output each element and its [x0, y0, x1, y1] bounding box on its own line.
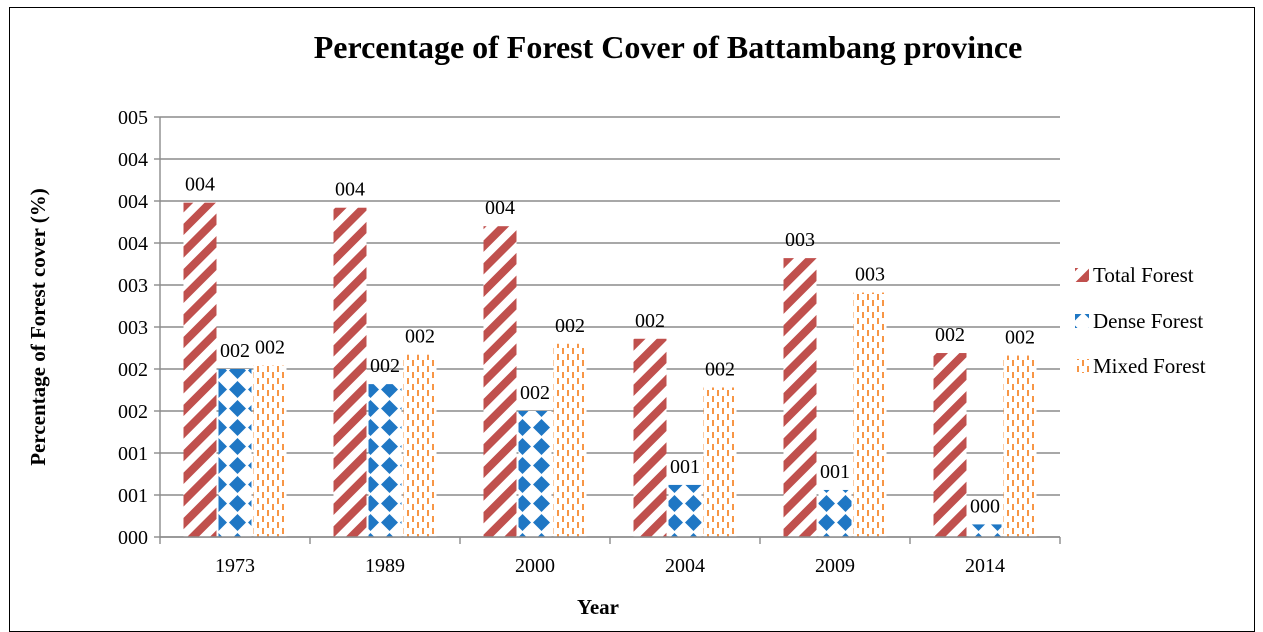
data-label-mixed-forest-2000: 002 — [555, 315, 585, 337]
x-tick-label: 1973 — [215, 555, 255, 577]
y-tick-label: 005 — [118, 107, 148, 129]
legend-swatch — [1075, 359, 1089, 373]
legend-label: Mixed Forest — [1093, 354, 1206, 378]
y-tick-label: 004 — [118, 233, 148, 255]
x-tick-label: 1989 — [365, 555, 405, 577]
bar-dense-forest-2004 — [668, 484, 702, 537]
data-label-dense-forest-2000: 002 — [520, 382, 550, 404]
data-label-total-forest-2000: 004 — [485, 197, 515, 219]
data-label-mixed-forest-2004: 002 — [705, 358, 735, 380]
x-tick-label: 2009 — [815, 555, 855, 577]
bar-mixed-forest-2000 — [553, 343, 587, 537]
bar-mixed-forest-2014 — [1003, 355, 1037, 537]
data-label-dense-forest-2009: 001 — [820, 461, 850, 483]
y-tick-label: 002 — [118, 401, 148, 423]
legend-label: Total Forest — [1093, 263, 1194, 287]
legend-item-mixed-forest: Mixed Forest — [1075, 354, 1206, 378]
legend: Total Forest Dense Forest Mixed Forest — [1075, 263, 1206, 378]
data-label-dense-forest-1989: 002 — [370, 355, 400, 377]
bar-total-forest-2000 — [483, 226, 517, 537]
data-label-total-forest-1989: 004 — [335, 179, 365, 201]
data-label-mixed-forest-1973: 002 — [255, 337, 285, 359]
x-tick-label: 2000 — [515, 555, 555, 577]
data-label-mixed-forest-2014: 002 — [1005, 327, 1035, 349]
bar-total-forest-1989 — [333, 207, 367, 537]
data-label-dense-forest-1973: 002 — [220, 340, 250, 362]
data-label-total-forest-2014: 002 — [935, 324, 965, 346]
legend-item-dense-forest: Dense Forest — [1075, 309, 1203, 333]
x-axis-ticks: 1973 1989 2000 2004 2009 2014 — [159, 536, 1061, 577]
x-axis-label: Year — [577, 595, 619, 619]
data-label-dense-forest-2004: 001 — [670, 456, 700, 478]
bar-mixed-forest-2004 — [703, 387, 737, 537]
bar-mixed-forest-1989 — [403, 354, 437, 537]
chart-frame — [9, 7, 1255, 632]
bar-mixed-forest-2009 — [853, 292, 887, 537]
data-label-total-forest-2004: 002 — [635, 310, 665, 332]
legend-swatch — [1075, 268, 1089, 282]
data-label-dense-forest-2014: 000 — [970, 495, 1000, 517]
data-label-total-forest-1973: 004 — [185, 174, 215, 196]
y-axis-ticks: 000 001 001 002 002 003 003 004 004 004 005 — [118, 107, 161, 549]
bar-total-forest-2014 — [933, 353, 967, 537]
legend-item-total-forest: Total Forest — [1075, 263, 1194, 287]
chart-title: Percentage of Forest Cover of Battambang… — [314, 29, 1023, 65]
bar-dense-forest-2000 — [518, 411, 552, 537]
bar-dense-forest-2009 — [818, 489, 852, 537]
x-tick-label: 2014 — [965, 555, 1005, 577]
x-tick-label: 2004 — [665, 555, 705, 577]
data-label-mixed-forest-2009: 003 — [855, 264, 885, 286]
bar-total-forest-2009 — [783, 258, 817, 537]
y-tick-label: 003 — [118, 317, 148, 339]
legend-swatch — [1075, 314, 1089, 328]
y-tick-label: 000 — [118, 527, 148, 549]
bar-dense-forest-1989 — [368, 384, 402, 537]
bar-series — [183, 202, 1037, 537]
legend-label: Dense Forest — [1093, 309, 1203, 333]
gridlines — [160, 116, 1060, 538]
y-tick-label: 002 — [118, 359, 148, 381]
bar-dense-forest-2014 — [968, 524, 1002, 537]
bar-mixed-forest-1973 — [253, 365, 287, 537]
bar-dense-forest-1973 — [218, 369, 252, 537]
y-tick-label: 001 — [118, 443, 148, 465]
bar-total-forest-1973 — [183, 202, 217, 537]
bar-total-forest-2004 — [633, 338, 667, 537]
y-tick-label: 003 — [118, 275, 148, 297]
data-label-mixed-forest-1989: 002 — [405, 326, 435, 348]
y-tick-label: 004 — [118, 149, 148, 171]
y-tick-label: 001 — [118, 485, 148, 507]
y-tick-label: 004 — [118, 191, 148, 213]
y-axis-label: Percentage of Forest cover (%) — [26, 188, 50, 466]
data-label-total-forest-2009: 003 — [785, 229, 815, 251]
